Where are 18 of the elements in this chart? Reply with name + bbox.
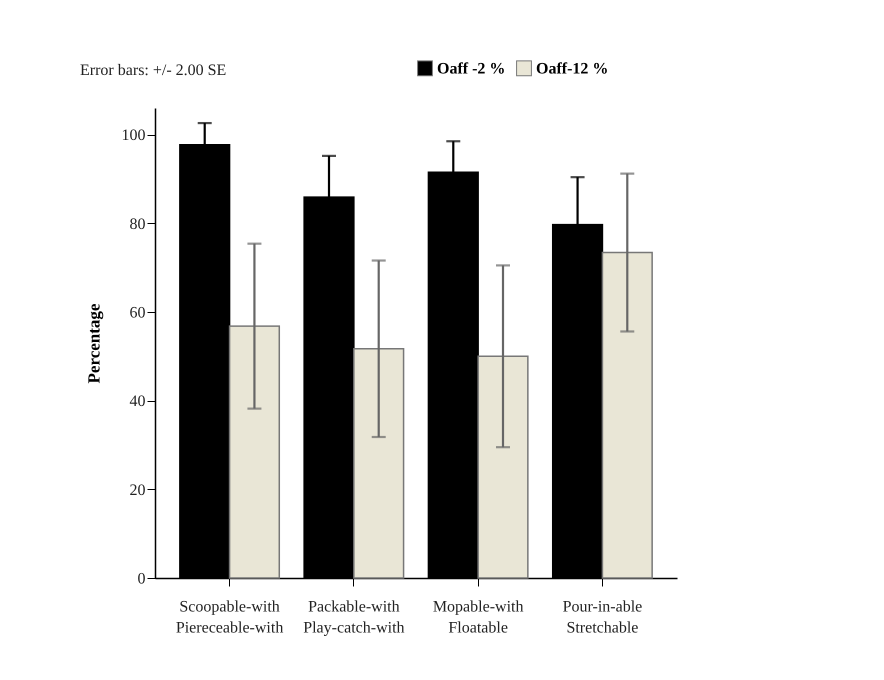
y-tick-label: 60	[130, 304, 146, 322]
x-tick-label: Mopable-with Floatable	[432, 598, 524, 636]
y-tick-label: 100	[122, 127, 146, 144]
y-tick-label: 80	[130, 216, 146, 233]
bar	[477, 356, 529, 579]
y-tick-label: 40	[130, 393, 146, 410]
text: Error bars: +/- 2.00 SE	[80, 62, 226, 79]
x-tick-label: Scoopable-with Piereceable-with	[176, 598, 284, 636]
bar	[602, 252, 653, 579]
bar	[353, 348, 404, 579]
y-axis-title: Percentage	[84, 303, 104, 384]
y-tick-label: 20	[130, 482, 146, 499]
bar	[228, 325, 280, 579]
legend-label: Oaff-12 %	[536, 60, 608, 78]
legend-label: Oaff -2 %	[437, 60, 506, 78]
x-tick-label: Pour-in-able Stretchable	[562, 598, 642, 636]
y-tick-label: 0	[138, 570, 146, 588]
x-tick-label: Packable-with Play-catch-with	[303, 598, 405, 636]
